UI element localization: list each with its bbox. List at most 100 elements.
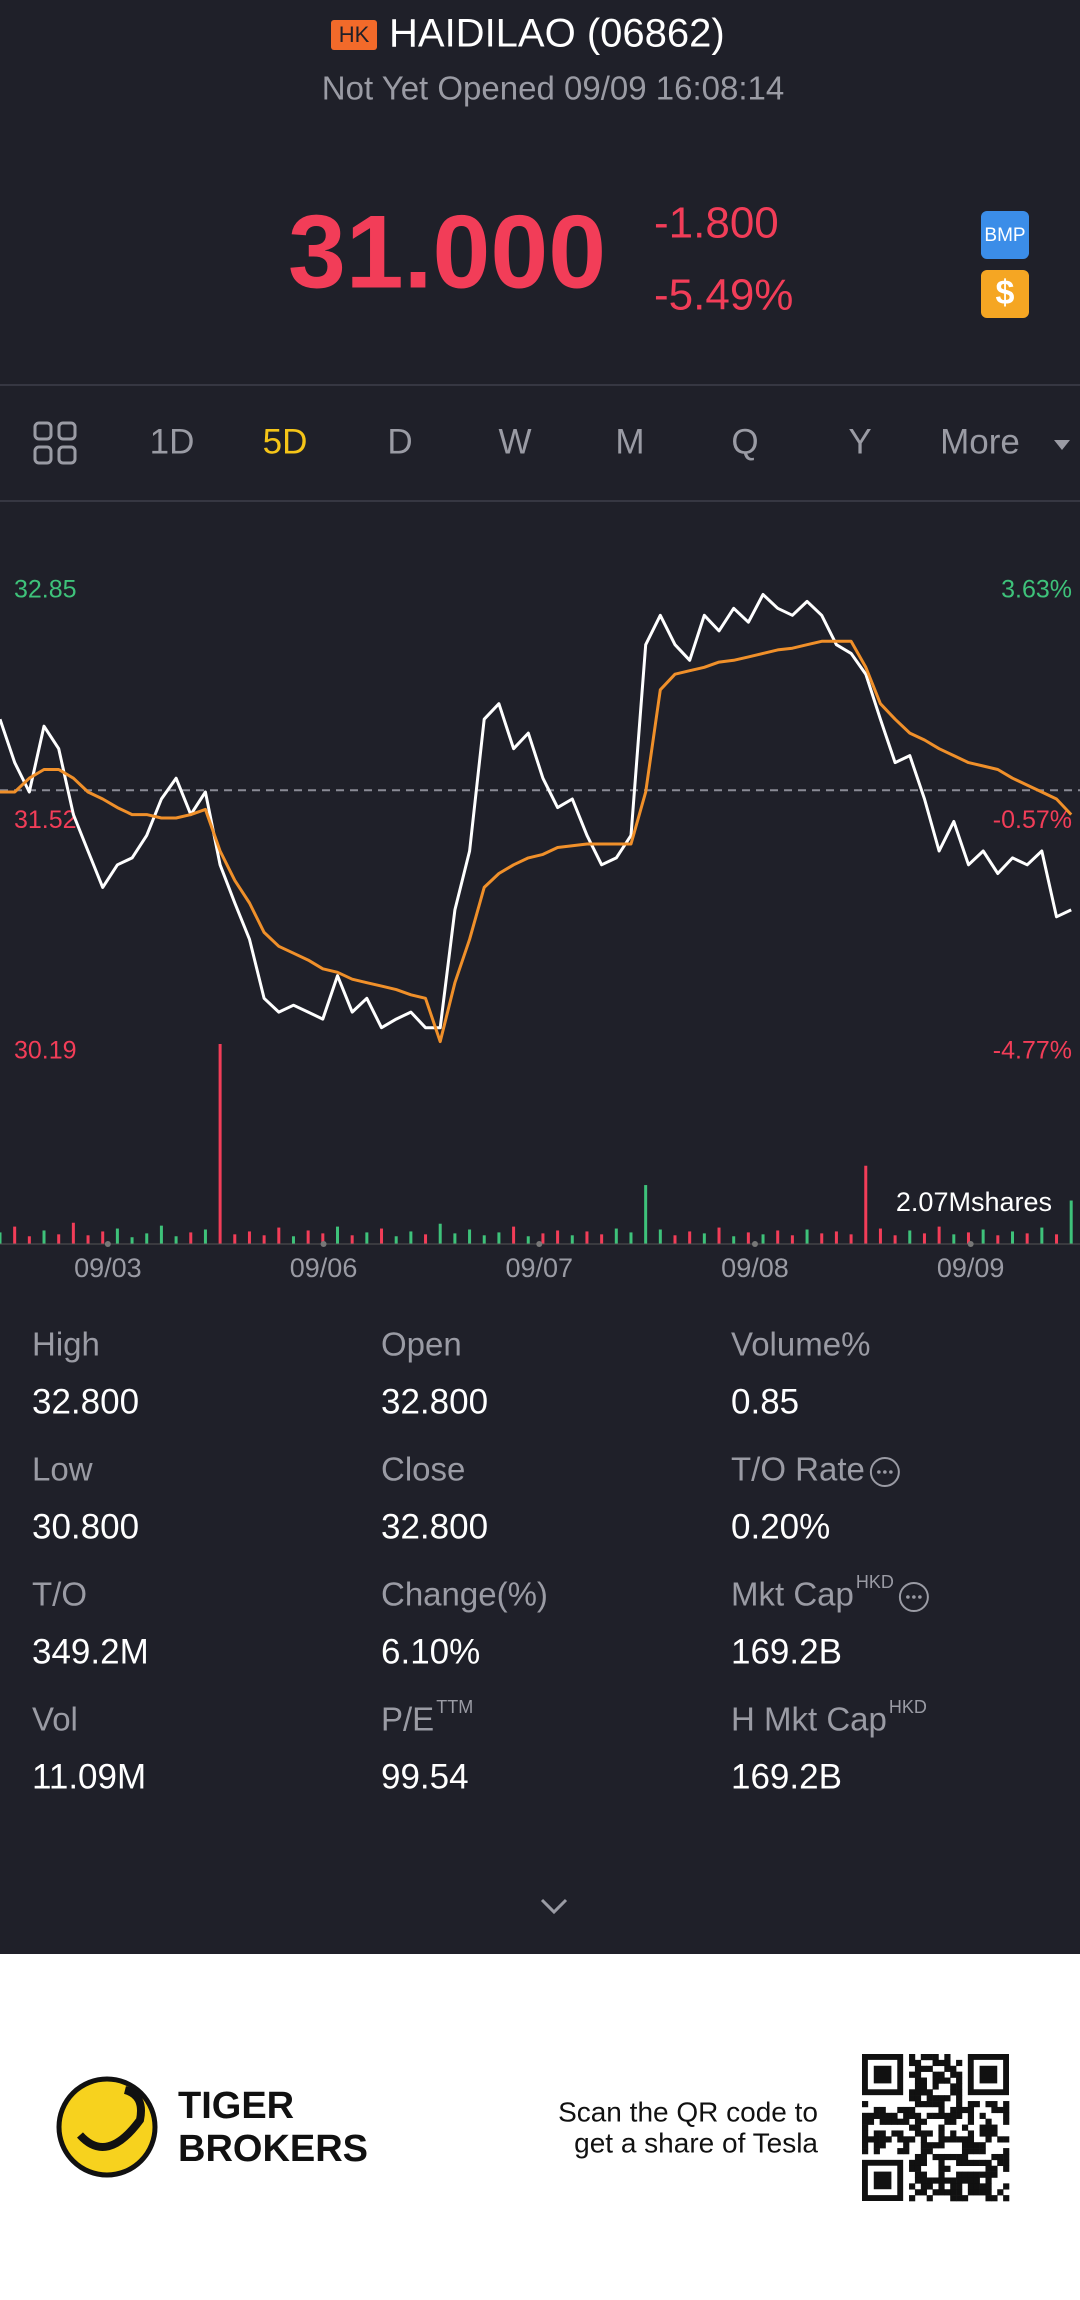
- qr-module: [944, 2118, 951, 2125]
- volume-bar: [702, 1233, 706, 1244]
- qr-module: [926, 2195, 933, 2202]
- qr-module: [956, 2171, 963, 2178]
- qr-module: [950, 2112, 957, 2119]
- period-tab[interactable]: Y: [848, 422, 871, 461]
- volume-bar: [424, 1234, 428, 1244]
- qr-module: [920, 2171, 927, 2178]
- qr-module: [991, 2153, 998, 2161]
- bmp-badge-bg[interactable]: [981, 211, 1029, 259]
- period-tab[interactable]: More: [940, 422, 1020, 461]
- qr-module: [867, 2136, 875, 2143]
- qr-module: [956, 2106, 963, 2114]
- stat-label: Vol: [32, 1701, 78, 1738]
- info-icon[interactable]: [869, 1457, 900, 1487]
- qr-module: [867, 2118, 875, 2125]
- qr-module: [956, 2112, 963, 2119]
- volume-bar: [614, 1228, 618, 1244]
- info-icon-dot[interactable]: [912, 1595, 916, 1599]
- info-icon-dot[interactable]: [906, 1595, 910, 1599]
- qr-module: [909, 2054, 916, 2061]
- qr-module: [914, 2112, 922, 2119]
- qr-module: [903, 2118, 910, 2125]
- qr-module: [950, 2083, 957, 2090]
- qr-module: [926, 2101, 933, 2108]
- qr-module: [920, 2077, 927, 2084]
- qr-module: [985, 2171, 992, 2178]
- volume-bar: [556, 1230, 560, 1244]
- qr-module: [873, 2142, 880, 2149]
- qr-module: [950, 2195, 957, 2202]
- qr-module: [956, 2089, 963, 2096]
- bmp-badge[interactable]: BMP: [984, 225, 1025, 246]
- volume-bar: [658, 1229, 662, 1244]
- info-icon-dot[interactable]: [883, 1470, 887, 1474]
- period-tab[interactable]: W: [498, 422, 531, 461]
- qr-module: [979, 2112, 986, 2119]
- qr-module: [967, 2177, 975, 2184]
- more-arrow[interactable]: [1054, 440, 1070, 450]
- qr-module: [967, 2159, 975, 2167]
- volume-bar: [996, 1235, 1000, 1244]
- volume-bar: [1069, 1200, 1073, 1244]
- period-tab[interactable]: M: [615, 422, 644, 461]
- qr-module: [914, 2124, 922, 2131]
- qr-module: [897, 2148, 904, 2155]
- stat-value: 169.2B: [731, 1757, 842, 1796]
- layout-icon[interactable]: [33, 421, 77, 465]
- qr-module: [932, 2054, 939, 2061]
- qr-module: [950, 2189, 957, 2196]
- qr-module: [979, 2183, 986, 2190]
- qr-module: [909, 2089, 916, 2096]
- qr-module: [979, 2142, 986, 2149]
- stat-label: H Mkt Cap: [731, 1701, 887, 1738]
- volume-bar: [1055, 1234, 1059, 1244]
- qr-module: [926, 2130, 933, 2137]
- volume-bar: [541, 1233, 545, 1244]
- volume-bar: [262, 1235, 266, 1244]
- x-tick-label: 09/09: [937, 1253, 1005, 1283]
- qr-module: [985, 2165, 992, 2172]
- info-icon-dot[interactable]: [889, 1470, 893, 1474]
- stat-value: 0.85: [731, 1382, 799, 1421]
- qr-module: [938, 2183, 945, 2190]
- period-tab[interactable]: 5D: [263, 422, 308, 461]
- qr-module: [909, 2095, 916, 2102]
- qr-module: [961, 2142, 969, 2149]
- qr-module: [932, 2077, 939, 2084]
- volume-bar: [174, 1236, 178, 1244]
- market-status: Not Yet Opened 09/09 16:08:14: [322, 70, 784, 107]
- volume-bar: [981, 1229, 985, 1244]
- qr-module: [909, 2112, 916, 2119]
- stat-label: High: [32, 1326, 100, 1363]
- stat-label: Close: [381, 1451, 465, 1488]
- volume-bar: [526, 1236, 530, 1244]
- expand-chevron[interactable]: [540, 1898, 568, 1915]
- price-change-pct: -5.49%: [654, 271, 793, 320]
- qr-module: [938, 2136, 945, 2143]
- volume-bar: [732, 1236, 736, 1244]
- info-icon-dot[interactable]: [877, 1470, 881, 1474]
- period-tab[interactable]: D: [387, 422, 412, 461]
- qr-module: [932, 2059, 939, 2067]
- qr-module: [909, 2195, 916, 2202]
- volume-bar: [512, 1226, 516, 1244]
- volume-bar: [673, 1235, 677, 1244]
- period-tab[interactable]: 1D: [150, 422, 195, 461]
- qr-module: [909, 2159, 916, 2167]
- stat-label: T/O Rate: [731, 1451, 865, 1488]
- qr-module: [979, 2189, 986, 2196]
- info-icon[interactable]: [898, 1582, 929, 1612]
- currency-badge[interactable]: $: [996, 274, 1015, 312]
- qr-module: [903, 2106, 910, 2114]
- volume-bar: [790, 1235, 794, 1244]
- qr-module: [985, 2101, 992, 2108]
- y2-tick-label: -4.77%: [993, 1037, 1072, 1065]
- qr-module: [879, 2106, 886, 2114]
- currency-badge-bg[interactable]: [981, 270, 1029, 318]
- qr-module: [961, 2177, 969, 2184]
- info-icon-dot[interactable]: [918, 1595, 922, 1599]
- period-tab[interactable]: Q: [731, 422, 758, 461]
- stat-label: P/E: [381, 1701, 434, 1738]
- qr-module: [956, 2101, 963, 2108]
- stat-label: T/O: [32, 1576, 87, 1613]
